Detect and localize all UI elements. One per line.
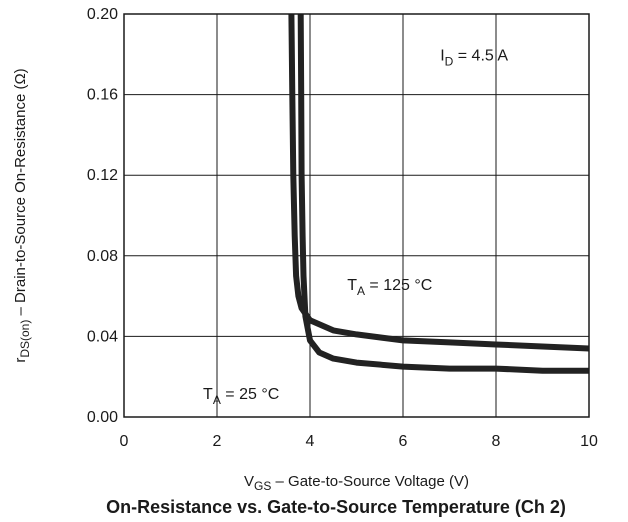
y-tick-label-0.04: 0.04 [87,328,118,345]
series-layer [288,14,589,374]
x-tick-label-6: 6 [399,433,408,450]
y-tick-label-0.08: 0.08 [87,248,118,265]
x-axis-title-subscript: GS [254,479,271,493]
series-line-1 [288,14,589,352]
y-axis-title-subscript: DS(on) [18,320,32,358]
y-axis-ticks: 0.00 0.04 0.08 0.12 0.16 0.20 [87,6,118,426]
x-axis-ticks: 0 2 4 6 8 10 [120,433,598,450]
annotation-1: ID = 4.5 A [440,47,508,68]
y-axis-title-prefix: r [12,358,29,363]
annotation-3: TA = 25 °C [203,386,279,407]
plot-frame [123,13,590,418]
y-tick-label-0.00: 0.00 [87,409,118,426]
x-axis-title-prefix: V [244,473,254,490]
y-axis-title-rest: – Drain-to-Source On-Resistance (Ω) [12,68,29,319]
y-tick-label-0.16: 0.16 [87,87,118,104]
x-tick-label-0: 0 [120,433,129,450]
chart-title: On-Resistance vs. Gate-to-Source Tempera… [106,497,566,517]
y-axis-title: rDS(on) – Drain-to-Source On-Resistance … [12,68,32,362]
annotation-2: TA = 125 °C [347,277,432,298]
series-line-2 [297,14,589,374]
y-tick-label-0.20: 0.20 [87,6,118,23]
x-tick-label-2: 2 [213,433,222,450]
x-tick-label-8: 8 [492,433,501,450]
x-axis-title: VGS – Gate-to-Source Voltage (V) [244,473,469,493]
y-tick-label-0.12: 0.12 [87,167,118,184]
x-axis-title-rest: – Gate-to-Source Voltage (V) [271,473,469,490]
x-tick-label-4: 4 [306,433,315,450]
grid [124,14,589,417]
annotations: ID = 4.5 A TA = 125 °C TA = 25 °C [203,47,508,407]
x-tick-label-10: 10 [580,433,598,450]
